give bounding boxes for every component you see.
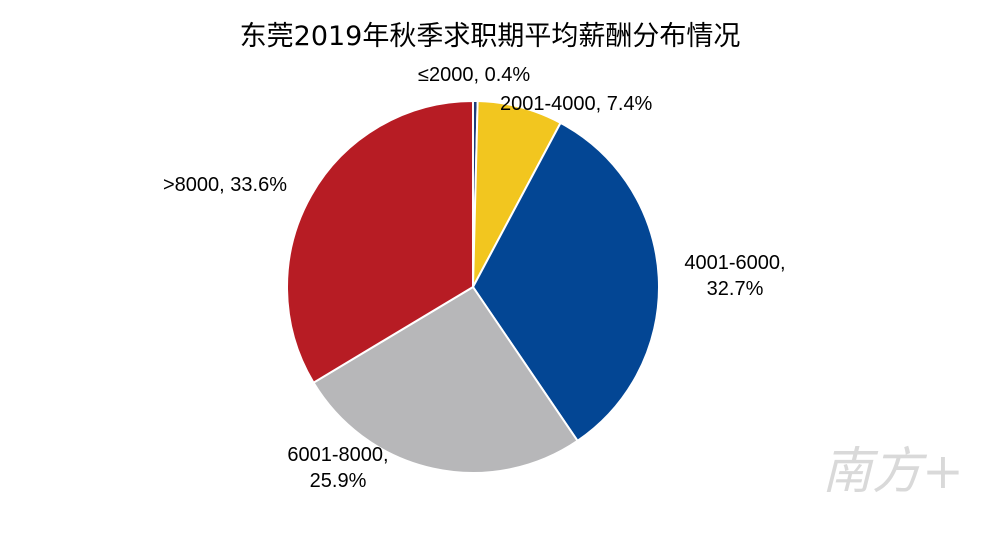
slice-label-4-percent: 25.9% <box>310 470 367 492</box>
pie-labels: ≤2000, 0.4% 2001-4000, 7.4% 4001-6000, 32.7… <box>163 64 786 492</box>
slice-label-4: 6001-8000, <box>287 444 388 466</box>
chart-title: 东莞2019年秋季求职期平均薪酬分布情况 <box>240 21 741 52</box>
pie-slice-4 <box>312 285 579 475</box>
slice-label-3-percent: 32.7% <box>707 278 764 300</box>
pie-slices <box>285 99 661 475</box>
slice-label-5: >8000, 33.6% <box>163 174 287 196</box>
pie-slice-3 <box>471 121 661 443</box>
slice-label-3: 4001-6000, <box>684 252 785 274</box>
watermark-logo: 南方+ <box>822 442 964 500</box>
pie-slice-5 <box>285 99 474 385</box>
slice-label-2: 2001-4000, 7.4% <box>500 93 653 115</box>
slice-label-1: ≤2000, 0.4% <box>418 64 530 86</box>
